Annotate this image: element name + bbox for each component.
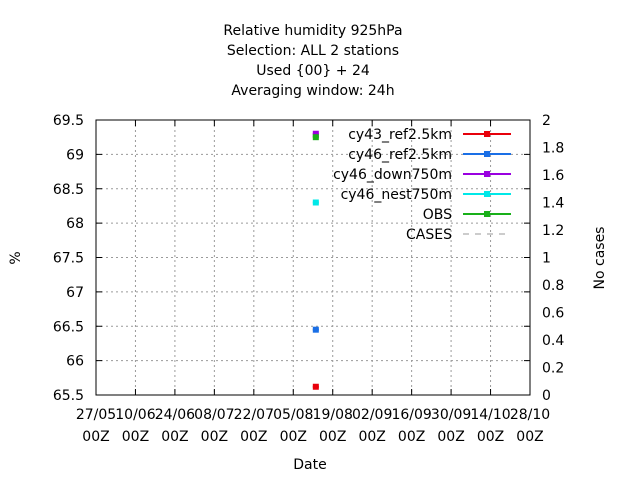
data-points <box>312 130 319 390</box>
legend-label: CASES <box>406 227 452 243</box>
y2-tick-label: 0.6 <box>542 306 564 322</box>
y2-axis-label: No cases <box>592 227 608 290</box>
title-line: Averaging window: 24h <box>231 83 394 99</box>
data-point <box>312 383 319 390</box>
legend-swatch-marker <box>484 171 490 177</box>
y2-tick-label: 0.2 <box>542 361 564 377</box>
legend-label: cy46_down750m <box>333 167 452 183</box>
legend-label: cy46_nest750m <box>341 187 452 203</box>
x-tick-label: 00Z <box>319 429 346 445</box>
x-tick-label: 10/06 <box>115 407 155 423</box>
legend-label: OBS <box>423 207 452 223</box>
y2-tick-label: 1 <box>542 251 551 267</box>
y2-axis-ticks: 0 0.2 0.4 0.6 0.8 1 1.2 1.4 1.6 1.8 2 <box>542 113 564 404</box>
y2-tick-label: 1.6 <box>542 168 564 184</box>
x-tick-label: 24/06 <box>155 407 195 423</box>
y2-tick-label: 0.4 <box>542 333 564 349</box>
x-tick-label: 00Z <box>477 429 504 445</box>
y-tick-label: 67.5 <box>53 251 84 267</box>
title-line: Relative humidity 925hPa <box>223 23 402 39</box>
x-tick-label: 14/10 <box>470 407 510 423</box>
data-point <box>312 199 319 206</box>
y-tick-label: 69.5 <box>53 113 84 129</box>
x-tick-label: 00Z <box>516 429 543 445</box>
y-axis-label: % <box>8 251 24 264</box>
y2-tick-label: 1.4 <box>542 196 564 212</box>
legend-swatch-marker <box>484 211 490 217</box>
y-tick-label: 66.5 <box>53 319 84 335</box>
title-line: Selection: ALL 2 stations <box>227 43 399 59</box>
legend-label: cy43_ref2.5km <box>348 127 452 143</box>
x-tick-label: 00Z <box>201 429 228 445</box>
title-line: Used {00} + 24 <box>256 63 370 79</box>
x-axis-label: Date <box>293 457 326 473</box>
x-tick-label: 28/10 <box>510 407 550 423</box>
data-point <box>312 130 319 137</box>
x-tick-label: 05/08 <box>273 407 313 423</box>
y2-tick-label: 1.8 <box>542 141 564 157</box>
y2-tick-label: 1.2 <box>542 223 564 239</box>
legend-swatch-marker <box>484 151 490 157</box>
x-tick-label: 02/09 <box>352 407 392 423</box>
y2-tick-label: 0 <box>542 388 551 404</box>
legend-label: cy46_ref2.5km <box>348 147 452 163</box>
x-tick-label: 27/05 <box>76 407 116 423</box>
x-tick-label: 00Z <box>82 429 109 445</box>
y-tick-label: 66 <box>66 354 84 370</box>
y-tick-label: 68.5 <box>53 182 84 198</box>
y2-tick-label: 2 <box>542 113 551 129</box>
x-tick-label: 00Z <box>122 429 149 445</box>
x-tick-label: 16/09 <box>391 407 431 423</box>
data-point <box>312 134 319 141</box>
legend-swatch-marker <box>484 131 490 137</box>
x-tick-label: 00Z <box>398 429 425 445</box>
y-axis-ticks: 65.5 66 66.5 67 67.5 68 68.5 69 69.5 <box>53 113 530 404</box>
x-tick-label: 19/08 <box>313 407 353 423</box>
x-tick-label: 00Z <box>280 429 307 445</box>
y-tick-label: 68 <box>66 216 84 232</box>
grid <box>96 120 530 395</box>
chart-title: Relative humidity 925hPa Selection: ALL 2… <box>223 23 402 99</box>
x-axis-ticks: 27/05 00Z 10/06 00Z 24/06 00Z 08/07 00Z 22/07 00Z… <box>76 120 550 445</box>
legend: cy43_ref2.5km cy46_ref2.5km cy46_down750mc… <box>333 127 511 243</box>
x-tick-label: 00Z <box>240 429 267 445</box>
x-tick-label: 22/07 <box>234 407 274 423</box>
x-tick-label: 30/09 <box>431 407 471 423</box>
x-tick-label: 08/07 <box>194 407 234 423</box>
y2-tick-label: 0.8 <box>542 278 564 294</box>
data-point <box>312 326 319 333</box>
legend-swatch-marker <box>484 191 490 197</box>
y-tick-label: 69 <box>66 147 84 163</box>
x-tick-label: 00Z <box>437 429 464 445</box>
x-tick-label: 00Z <box>358 429 385 445</box>
x-tick-label: 00Z <box>161 429 188 445</box>
y-tick-label: 67 <box>66 285 84 301</box>
y-tick-label: 65.5 <box>53 388 84 404</box>
